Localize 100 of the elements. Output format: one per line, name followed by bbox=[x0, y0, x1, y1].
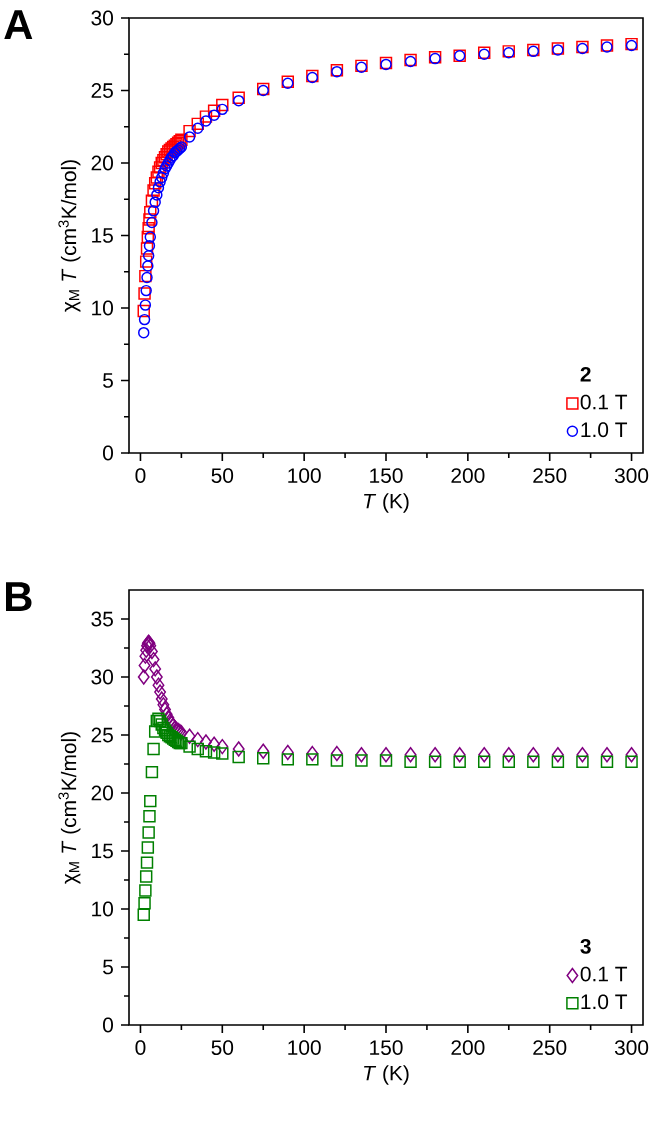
x-tick-label: 250 bbox=[533, 1040, 567, 1055]
y-tick-label: 30 bbox=[91, 669, 113, 685]
point bbox=[208, 736, 221, 753]
point bbox=[191, 731, 204, 748]
point bbox=[625, 747, 638, 763]
point bbox=[380, 747, 392, 763]
point bbox=[151, 189, 163, 201]
point bbox=[216, 98, 229, 112]
x-tick-label: 150 bbox=[370, 468, 403, 483]
point bbox=[551, 755, 565, 768]
point bbox=[200, 115, 212, 127]
y-tick-label: 10 bbox=[92, 300, 113, 316]
point bbox=[600, 755, 614, 768]
point bbox=[601, 747, 613, 763]
point bbox=[207, 104, 221, 118]
point bbox=[306, 753, 319, 766]
y-tick-label: 20 bbox=[91, 785, 113, 801]
point bbox=[150, 669, 163, 685]
point bbox=[155, 691, 168, 707]
point bbox=[576, 747, 589, 763]
legend-title: 2 bbox=[580, 366, 591, 382]
text: A bbox=[4, 10, 33, 39]
point bbox=[137, 908, 150, 922]
point bbox=[355, 754, 368, 767]
x-tick-label: 200 bbox=[451, 1040, 485, 1055]
point bbox=[139, 884, 152, 897]
point bbox=[216, 747, 229, 760]
point bbox=[148, 725, 162, 738]
point bbox=[154, 684, 167, 700]
x-tick-label: 200 bbox=[451, 468, 485, 483]
x-tick-label: 300 bbox=[614, 1040, 649, 1055]
point bbox=[140, 856, 154, 869]
point bbox=[145, 765, 159, 779]
legend-label: 0.1 T bbox=[580, 966, 628, 982]
point bbox=[152, 677, 165, 693]
point bbox=[281, 744, 294, 761]
point bbox=[257, 743, 270, 759]
point bbox=[159, 701, 171, 718]
point bbox=[139, 648, 152, 664]
y-tick-label: 35 bbox=[91, 611, 113, 627]
point bbox=[137, 669, 150, 685]
point bbox=[379, 754, 393, 767]
legend-label: 0.1 T bbox=[580, 394, 628, 410]
point bbox=[147, 184, 160, 197]
point bbox=[183, 740, 196, 753]
point bbox=[150, 171, 164, 184]
point bbox=[138, 657, 151, 674]
point bbox=[232, 750, 245, 764]
point bbox=[149, 661, 162, 677]
point bbox=[157, 697, 170, 713]
point bbox=[502, 747, 515, 763]
point bbox=[625, 755, 638, 768]
point bbox=[183, 131, 196, 143]
point bbox=[152, 181, 165, 194]
point bbox=[145, 643, 158, 660]
point bbox=[199, 734, 212, 750]
point bbox=[429, 747, 442, 763]
legend-title: 3 bbox=[580, 938, 591, 954]
point bbox=[141, 841, 155, 854]
y-tick-label: 20 bbox=[91, 155, 113, 171]
point bbox=[404, 755, 417, 768]
point bbox=[502, 755, 516, 768]
point bbox=[527, 747, 540, 763]
x-tick-label: 50 bbox=[211, 1040, 234, 1055]
legend-label: 1.0 T bbox=[581, 994, 628, 1010]
y-tick-label: 5 bbox=[103, 373, 113, 388]
point bbox=[199, 745, 213, 758]
point bbox=[216, 103, 229, 116]
point bbox=[147, 651, 160, 668]
y-axis-title: χ$_{M}$ T (cm$^{3}$K/mol) bbox=[58, 732, 81, 884]
y-tick-label: 0 bbox=[103, 1017, 113, 1033]
point bbox=[157, 167, 170, 179]
y-tick-label: 10 bbox=[92, 901, 113, 917]
point bbox=[144, 794, 157, 808]
point bbox=[453, 755, 466, 768]
x-axis-title: T (K) bbox=[364, 493, 409, 513]
point bbox=[191, 742, 204, 756]
point bbox=[527, 755, 540, 768]
point bbox=[232, 741, 245, 757]
point bbox=[330, 754, 344, 767]
point bbox=[306, 745, 319, 762]
x-tick-label: 250 bbox=[533, 468, 567, 483]
point bbox=[156, 171, 168, 184]
point bbox=[138, 326, 150, 339]
point bbox=[138, 896, 151, 910]
y-tick-label: 5 bbox=[103, 959, 113, 975]
point bbox=[281, 753, 295, 766]
point bbox=[142, 826, 155, 839]
point bbox=[142, 250, 155, 262]
x-tick-label: 100 bbox=[288, 468, 321, 483]
point bbox=[453, 747, 466, 763]
x-tick-label: 150 bbox=[370, 1040, 403, 1055]
y-tick-label: 15 bbox=[92, 843, 113, 859]
point bbox=[148, 177, 162, 190]
point bbox=[140, 642, 153, 659]
point bbox=[142, 260, 154, 272]
point bbox=[191, 117, 204, 131]
legend-label: 1.0 T bbox=[581, 422, 628, 438]
point bbox=[139, 870, 153, 883]
point bbox=[149, 196, 161, 208]
